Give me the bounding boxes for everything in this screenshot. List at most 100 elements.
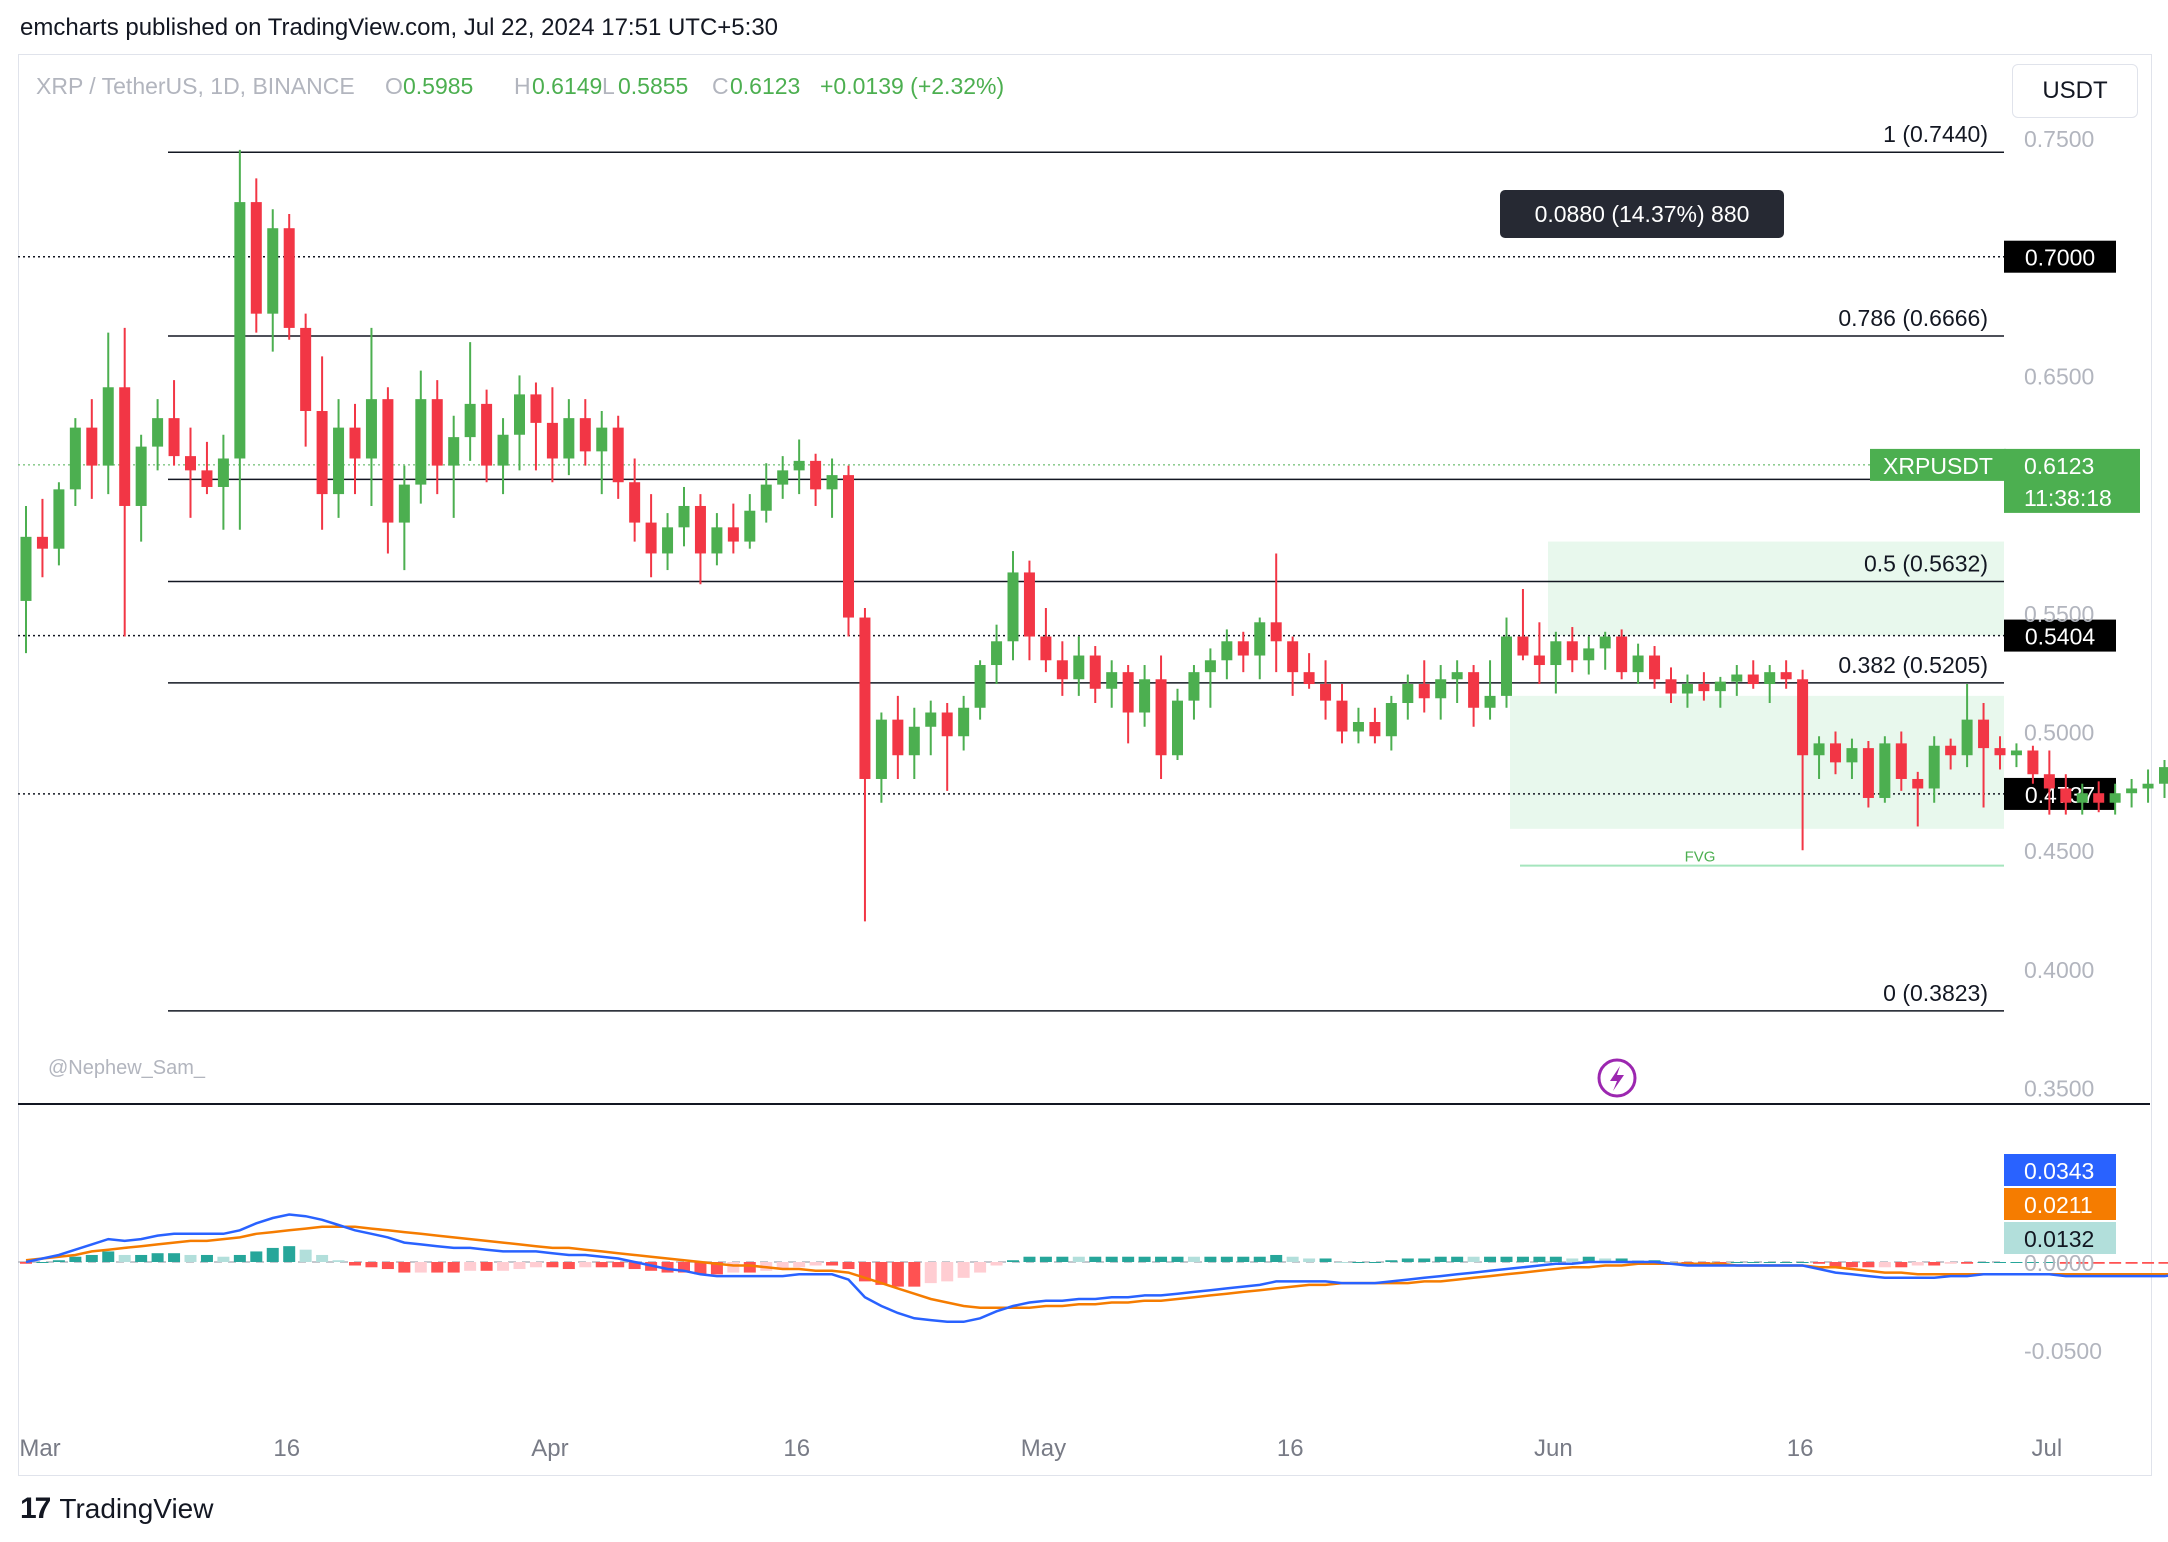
- symbol-label[interactable]: XRP / TetherUS, 1D, BINANCE: [36, 73, 355, 99]
- candle-body[interactable]: [1846, 748, 1858, 763]
- candle-body[interactable]: [1270, 622, 1282, 642]
- candle-body[interactable]: [217, 458, 229, 487]
- candle-body[interactable]: [843, 475, 854, 618]
- candle-body[interactable]: [908, 726, 920, 756]
- candle-body[interactable]: [481, 403, 493, 466]
- candle-body[interactable]: [612, 427, 624, 483]
- candle-body[interactable]: [2093, 793, 2105, 803]
- candle-body[interactable]: [1056, 660, 1068, 680]
- candle-body[interactable]: [1023, 572, 1035, 637]
- candle-body[interactable]: [1106, 672, 1118, 689]
- candle-body[interactable]: [678, 505, 690, 528]
- candle-body[interactable]: [744, 510, 756, 542]
- candle-body[interactable]: [1040, 636, 1052, 661]
- candle-body[interactable]: [1303, 672, 1315, 685]
- candle-body[interactable]: [2060, 788, 2072, 803]
- candle-body[interactable]: [234, 202, 246, 459]
- candle-body[interactable]: [514, 394, 525, 435]
- candle-body[interactable]: [201, 470, 213, 487]
- candle-body[interactable]: [991, 641, 1003, 666]
- candle-body[interactable]: [333, 427, 345, 495]
- candle-body[interactable]: [1862, 748, 1874, 798]
- candle-body[interactable]: [2010, 750, 2022, 756]
- candle-body[interactable]: [2142, 783, 2154, 789]
- candle-body[interactable]: [1155, 679, 1167, 756]
- candle-body[interactable]: [1237, 641, 1249, 656]
- candle-body[interactable]: [1764, 672, 1776, 685]
- candle-body[interactable]: [1978, 719, 1990, 749]
- candle-body[interactable]: [1484, 695, 1496, 708]
- candle-body[interactable]: [1287, 641, 1299, 673]
- candle-body[interactable]: [2076, 793, 2088, 803]
- candle-body[interactable]: [546, 422, 558, 459]
- candle-body[interactable]: [1336, 700, 1348, 732]
- candle-body[interactable]: [1073, 655, 1085, 680]
- candle-body[interactable]: [1616, 636, 1628, 673]
- candle-body[interactable]: [694, 505, 706, 554]
- candle-body[interactable]: [1566, 641, 1578, 661]
- candle-body[interactable]: [793, 460, 805, 471]
- candle-body[interactable]: [1501, 636, 1512, 696]
- candle-body[interactable]: [1402, 684, 1414, 704]
- candle-body[interactable]: [1961, 719, 1973, 756]
- candle-body[interactable]: [974, 665, 986, 708]
- candle-body[interactable]: [662, 527, 674, 554]
- candle-body[interactable]: [497, 434, 509, 466]
- candle-body[interactable]: [185, 456, 196, 471]
- candle-body[interactable]: [1418, 684, 1430, 699]
- macd-signal-line[interactable]: [25, 1225, 2168, 1310]
- candle-body[interactable]: [415, 399, 427, 485]
- candle-body[interactable]: [250, 202, 262, 314]
- macd-line[interactable]: [25, 1202, 2168, 1324]
- candle-body[interactable]: [20, 536, 32, 601]
- candle-body[interactable]: [168, 418, 180, 457]
- candle-body[interactable]: [53, 489, 65, 549]
- candle-body[interactable]: [1451, 672, 1463, 680]
- candle-body[interactable]: [1221, 641, 1233, 661]
- candle-body[interactable]: [1089, 655, 1101, 689]
- lightning-icon[interactable]: [1597, 1058, 1637, 1098]
- candle-body[interactable]: [283, 228, 295, 328]
- candle-body[interactable]: [398, 484, 410, 523]
- candle-body[interactable]: [1550, 641, 1562, 666]
- candle-body[interactable]: [1254, 622, 1266, 656]
- candle-body[interactable]: [102, 387, 114, 466]
- candle-body[interactable]: [1681, 684, 1693, 694]
- candle-body[interactable]: [1665, 679, 1677, 694]
- candle-body[interactable]: [1649, 655, 1661, 680]
- candle-body[interactable]: [135, 446, 147, 506]
- candle-body[interactable]: [1533, 655, 1545, 666]
- candle-body[interactable]: [1583, 648, 1595, 661]
- candle-body[interactable]: [1994, 748, 2006, 756]
- candle-body[interactable]: [2126, 788, 2138, 794]
- candle-body[interactable]: [1912, 778, 1924, 789]
- candle-body[interactable]: [1714, 681, 1726, 692]
- candle-body[interactable]: [892, 719, 904, 756]
- candle-body[interactable]: [941, 712, 953, 737]
- candle-body[interactable]: [1122, 672, 1134, 713]
- candle-body[interactable]: [1352, 722, 1364, 732]
- candle-body[interactable]: [448, 437, 460, 466]
- candle-body[interactable]: [1945, 745, 1957, 756]
- candle-body[interactable]: [1320, 684, 1332, 701]
- candle-body[interactable]: [1731, 674, 1743, 682]
- candle-body[interactable]: [810, 460, 822, 490]
- candle-body[interactable]: [349, 427, 361, 459]
- candle-body[interactable]: [826, 475, 838, 490]
- currency-button[interactable]: USDT: [2012, 64, 2138, 118]
- candle-body[interactable]: [1007, 572, 1019, 642]
- candle-body[interactable]: [925, 712, 937, 727]
- candle-body[interactable]: [1698, 684, 1710, 692]
- candle-body[interactable]: [596, 427, 608, 452]
- candle-body[interactable]: [777, 470, 789, 485]
- candle-body[interactable]: [2043, 774, 2055, 789]
- candle-body[interactable]: [1797, 679, 1809, 756]
- candle-body[interactable]: [629, 482, 641, 523]
- candle-body[interactable]: [530, 394, 542, 423]
- candle-body[interactable]: [431, 399, 443, 466]
- candle-body[interactable]: [1599, 636, 1611, 649]
- candle-body[interactable]: [579, 418, 591, 452]
- candle-body[interactable]: [1369, 722, 1381, 737]
- candle-body[interactable]: [875, 719, 887, 779]
- candle-body[interactable]: [316, 411, 328, 495]
